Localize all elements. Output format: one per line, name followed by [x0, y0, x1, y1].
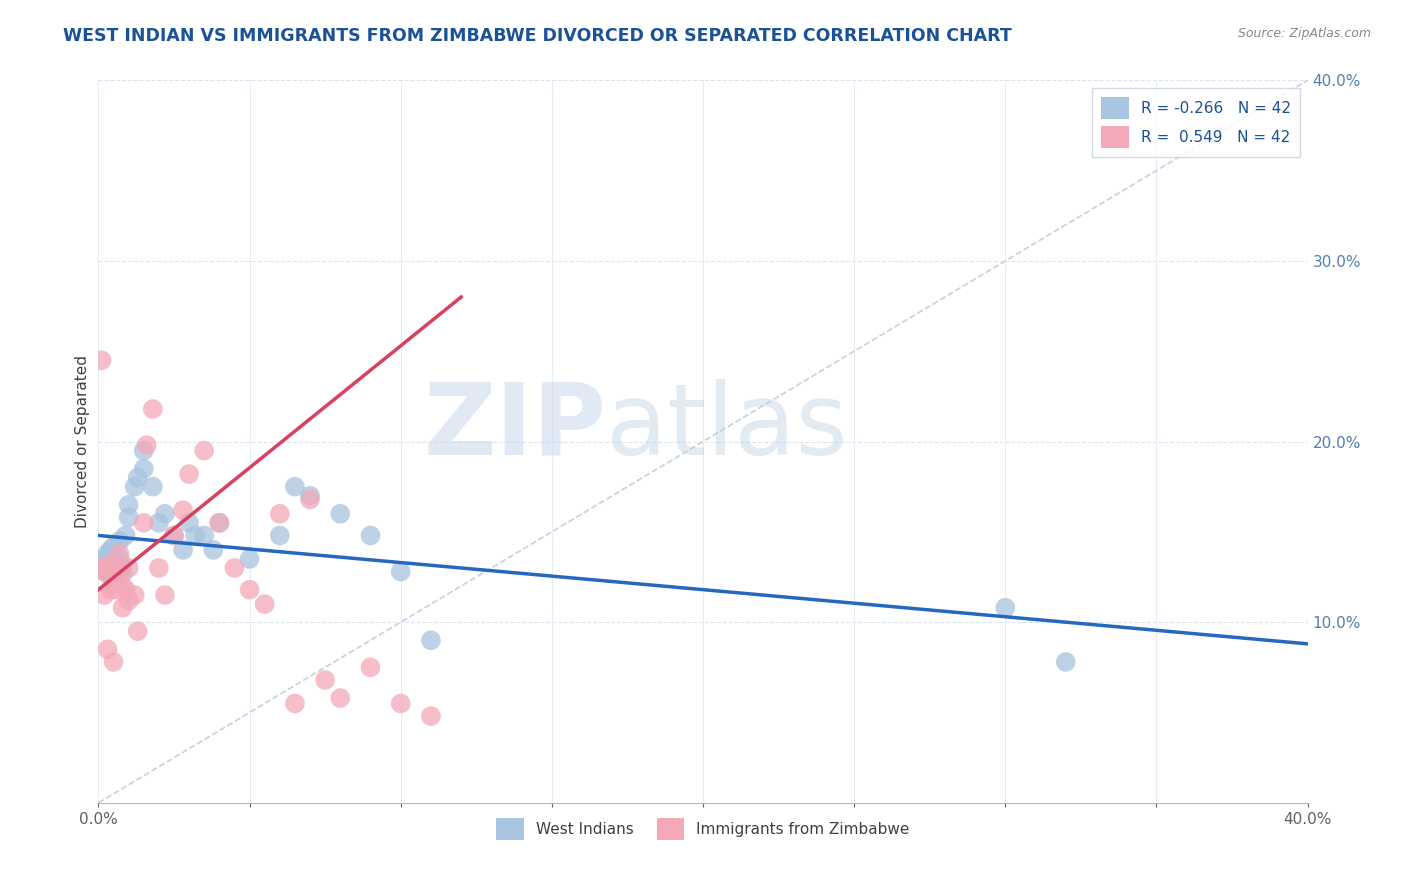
Point	[103, 570, 125, 584]
Point	[127, 471, 149, 485]
Point	[299, 489, 322, 503]
Point	[389, 697, 412, 711]
Point	[90, 561, 112, 575]
Point	[148, 516, 170, 530]
Point	[127, 624, 149, 639]
Point	[105, 556, 128, 570]
Point	[108, 565, 131, 579]
Point	[100, 570, 122, 584]
Point	[269, 507, 291, 521]
Point	[111, 561, 134, 575]
Point	[253, 597, 276, 611]
Point	[420, 633, 443, 648]
Point	[420, 709, 443, 723]
Point	[329, 691, 352, 706]
Legend: West Indians, Immigrants from Zimbabwe: West Indians, Immigrants from Zimbabwe	[491, 812, 915, 846]
Point	[299, 492, 322, 507]
Point	[114, 528, 136, 542]
Point	[132, 443, 155, 458]
Point	[93, 565, 115, 579]
Point	[314, 673, 336, 687]
Point	[179, 516, 201, 530]
Point	[208, 516, 231, 530]
Point	[142, 402, 165, 417]
Point	[179, 467, 201, 481]
Point	[224, 561, 246, 575]
Point	[114, 582, 136, 597]
Point	[360, 660, 382, 674]
Point	[103, 565, 125, 579]
Point	[193, 443, 215, 458]
Text: WEST INDIAN VS IMMIGRANTS FROM ZIMBABWE DIVORCED OR SEPARATED CORRELATION CHART: WEST INDIAN VS IMMIGRANTS FROM ZIMBABWE …	[63, 27, 1012, 45]
Point	[111, 566, 134, 581]
Point	[108, 533, 131, 548]
Point	[105, 582, 128, 597]
Point	[284, 697, 307, 711]
Point	[124, 480, 146, 494]
Text: ZIP: ZIP	[423, 378, 606, 475]
Point	[142, 480, 165, 494]
Point	[994, 600, 1017, 615]
Point	[329, 507, 352, 521]
Point	[96, 558, 118, 572]
Point	[184, 528, 207, 542]
Point	[208, 516, 231, 530]
Point	[93, 565, 115, 579]
Point	[100, 558, 122, 572]
Point	[96, 642, 118, 657]
Point	[96, 561, 118, 575]
Point	[172, 503, 194, 517]
Point	[105, 561, 128, 575]
Point	[108, 552, 131, 566]
Point	[389, 565, 412, 579]
Point	[239, 552, 262, 566]
Point	[118, 498, 141, 512]
Point	[202, 542, 225, 557]
Point	[118, 561, 141, 575]
Point	[153, 588, 176, 602]
Point	[163, 528, 186, 542]
Point	[193, 528, 215, 542]
Point	[100, 542, 122, 557]
Point	[103, 539, 125, 553]
Point	[96, 547, 118, 561]
Point	[360, 528, 382, 542]
Point	[103, 655, 125, 669]
Point	[239, 582, 262, 597]
Point	[90, 353, 112, 368]
Point	[111, 579, 134, 593]
Point	[108, 547, 131, 561]
Point	[163, 528, 186, 542]
Point	[118, 510, 141, 524]
Point	[111, 600, 134, 615]
Point	[135, 438, 157, 452]
Point	[172, 542, 194, 557]
Point	[132, 516, 155, 530]
Point	[105, 561, 128, 575]
Y-axis label: Divorced or Separated: Divorced or Separated	[75, 355, 90, 528]
Point	[269, 528, 291, 542]
Point	[153, 507, 176, 521]
Point	[93, 588, 115, 602]
Point	[118, 593, 141, 607]
Point	[148, 561, 170, 575]
Point	[124, 588, 146, 602]
Point	[1054, 655, 1077, 669]
Text: atlas: atlas	[606, 378, 848, 475]
Point	[93, 552, 115, 566]
Point	[284, 480, 307, 494]
Text: Source: ZipAtlas.com: Source: ZipAtlas.com	[1237, 27, 1371, 40]
Point	[132, 461, 155, 475]
Point	[100, 582, 122, 597]
Point	[90, 561, 112, 575]
